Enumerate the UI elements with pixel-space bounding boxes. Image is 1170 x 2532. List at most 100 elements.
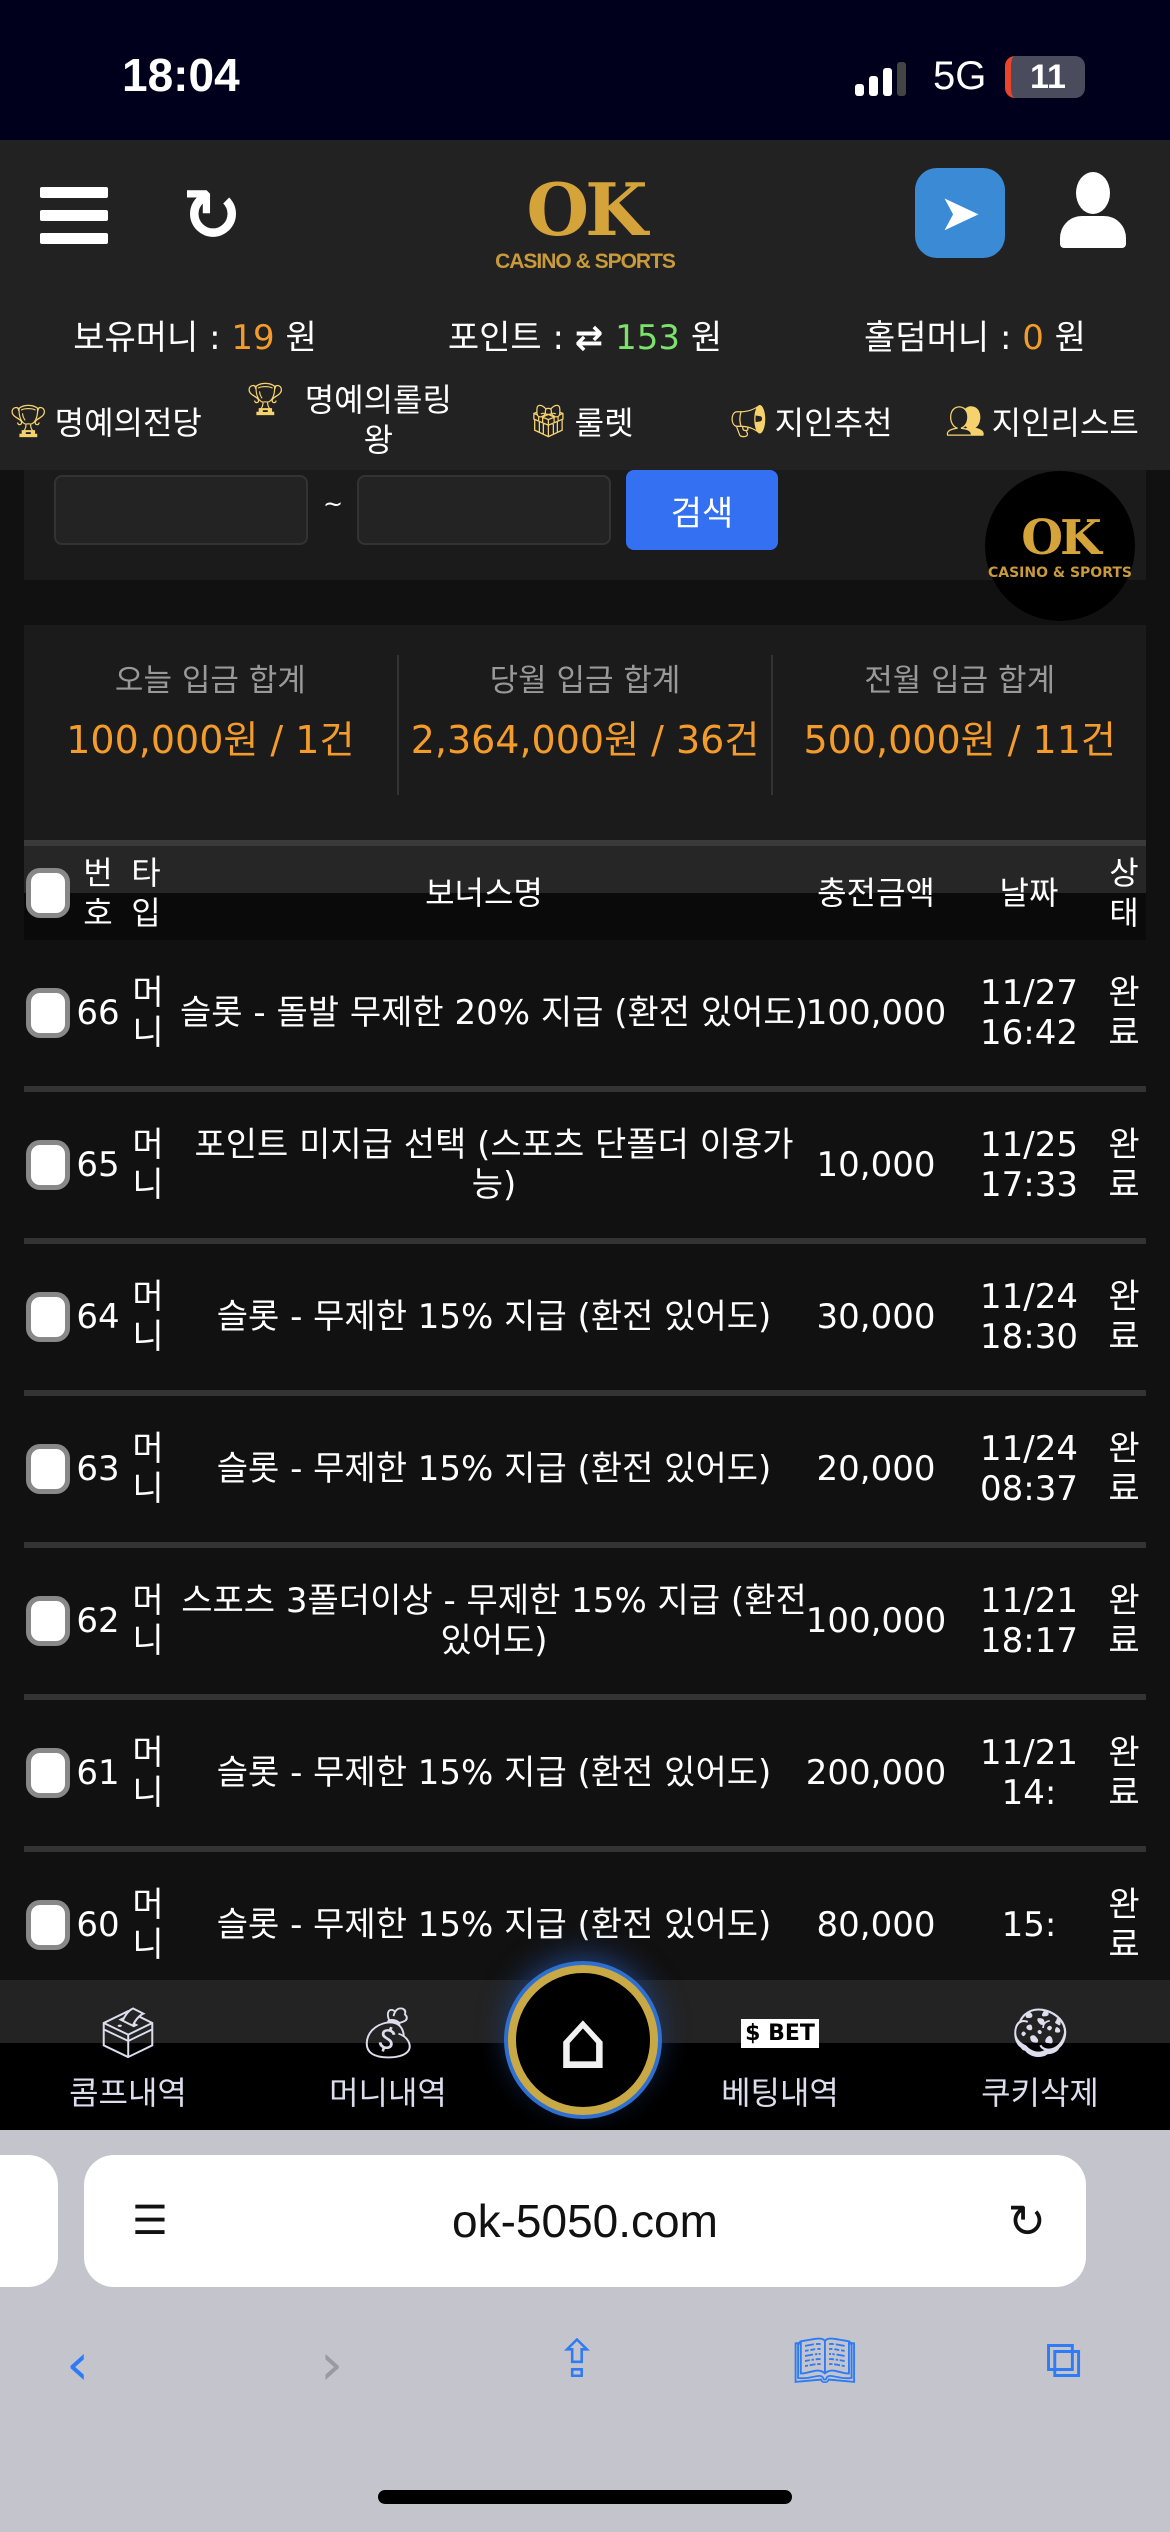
floating-logo-button[interactable]: OK CASINO & SPORTS <box>985 471 1135 621</box>
gift-icon: 🎁︎ <box>528 402 569 440</box>
menu-referral-list[interactable]: 👥︎ 지인리스트 <box>945 402 1139 442</box>
back-icon[interactable]: ‹ <box>66 2330 90 2398</box>
hamburger-menu-icon[interactable] <box>38 180 110 250</box>
row-type: 머니 <box>132 973 164 1053</box>
row-checkbox[interactable] <box>26 1596 70 1646</box>
tabs-icon[interactable]: ⧉ <box>1045 2330 1083 2390</box>
row-amount: 200,000 <box>805 1753 947 1793</box>
row-amount: 10,000 <box>816 1145 936 1185</box>
row-status: 완료 <box>1108 1581 1140 1661</box>
row-amount: 20,000 <box>816 1449 936 1489</box>
share-icon[interactable]: ⇪ <box>555 2330 599 2390</box>
row-amount: 100,000 <box>805 993 947 1033</box>
battery-icon: 11 <box>1005 56 1085 98</box>
row-type: 머니 <box>132 1277 164 1357</box>
row-date: 11/21 18:17 <box>980 1581 1078 1661</box>
nav-delete-cookies[interactable]: 🍪︎ 쿠키삭제 <box>940 1998 1140 2114</box>
row-status: 완료 <box>1108 1733 1140 1813</box>
row-type: 머니 <box>132 1581 164 1661</box>
deposit-summary: 오늘 입금 합계 100,000원 / 1건 당월 입금 합계 2,364,000원… <box>24 625 1146 840</box>
row-amount: 80,000 <box>816 1905 936 1945</box>
table-row: 62 머니 스포츠 3폴더이상 - 무제한 15% 지급 (환전 있어도) 10… <box>24 1548 1146 1700</box>
menu-roulette[interactable]: 🎁︎ 룰렛 <box>528 402 634 442</box>
row-status: 완료 <box>1108 973 1140 1053</box>
row-amount: 30,000 <box>816 1297 936 1337</box>
select-all-checkbox[interactable] <box>26 868 70 918</box>
range-separator: ~ <box>323 490 344 518</box>
row-type: 머니 <box>132 1885 164 1965</box>
menu-rolling-king[interactable]: 🏆︎ 명예의롤링왕 <box>245 380 452 459</box>
home-indicator <box>378 2490 792 2504</box>
trophy-icon: 🏆︎ <box>8 402 49 440</box>
row-bonus-name: 슬롯 - 무제한 15% 지급 (환전 있어도) <box>216 1905 772 1945</box>
summary-last-month: 전월 입금 합계 500,000원 / 11건 <box>803 663 1116 762</box>
search-button[interactable]: 검색 <box>626 470 778 550</box>
table-row: 64 머니 슬롯 - 무제한 15% 지급 (환전 있어도) 30,000 11… <box>24 1244 1146 1396</box>
megaphone-icon: 📢︎ <box>728 402 769 440</box>
menu-hall-of-fame[interactable]: 🏆︎ 명예의전당 <box>8 402 202 442</box>
row-status: 완료 <box>1108 1277 1140 1357</box>
row-checkbox[interactable] <box>26 988 70 1038</box>
row-number: 61 <box>76 1753 120 1793</box>
nav-comp-history[interactable]: 🗳︎ 콤프내역 <box>28 1998 228 2114</box>
table-row: 61 머니 슬롯 - 무제한 15% 지급 (환전 있어도) 200,000 1… <box>24 1700 1146 1852</box>
row-checkbox[interactable] <box>26 1900 70 1950</box>
balance-bar: 보유머니 : 19 원 포인트 : ⇄ 153 원 홀덤머니 : 0 원 <box>0 310 1170 359</box>
bet-slip-icon: $ BET <box>680 1998 880 2068</box>
browser-toolbar: ☰ ok-5050.com ↻ ‹ › ⇪ 📖︎ ⧉ <box>0 2130 1170 2532</box>
row-checkbox[interactable] <box>26 1444 70 1494</box>
exchange-icon[interactable]: ⇄ <box>574 318 616 358</box>
site-header: ↻ OK CASINO & SPORTS ➤ 보유머니 : 19 원 포인트 :… <box>0 140 1170 470</box>
user-icon[interactable] <box>1058 170 1128 250</box>
previous-tab-preview[interactable] <box>0 2155 58 2287</box>
row-date: 11/27 16:42 <box>980 973 1078 1053</box>
start-date-input[interactable] <box>54 475 308 545</box>
row-number: 63 <box>76 1449 120 1489</box>
row-date: 11/24 08:37 <box>980 1429 1078 1509</box>
row-status: 완료 <box>1108 1125 1140 1205</box>
row-number: 60 <box>76 1905 120 1945</box>
telegram-icon[interactable]: ➤ <box>915 168 1005 258</box>
money-bag-icon: 💰︎ <box>356 2003 420 2062</box>
row-date: 15: <box>1001 1905 1057 1945</box>
signal-icon <box>855 62 906 96</box>
row-date: 11/21 14: <box>980 1733 1078 1813</box>
home-icon: ⌂ <box>557 1993 609 2087</box>
row-checkbox[interactable] <box>26 1292 70 1342</box>
network-label: 5G <box>933 54 987 98</box>
menu-referral[interactable]: 📢︎ 지인추천 <box>728 402 893 442</box>
row-status: 완료 <box>1108 1885 1140 1965</box>
reader-icon[interactable]: ☰ <box>132 2199 168 2243</box>
trophy-icon: 🏆︎ <box>245 380 286 418</box>
row-checkbox[interactable] <box>26 1140 70 1190</box>
balance-money: 보유머니 : 19 원 <box>73 318 317 358</box>
row-date: 11/24 18:30 <box>980 1277 1078 1357</box>
address-bar[interactable]: ☰ ok-5050.com ↻ <box>84 2155 1086 2287</box>
refresh-icon[interactable]: ↻ <box>181 173 243 257</box>
table-row: 65 머니 포인트 미지급 선택 (스포츠 단폴더 이용가능) 10,000 1… <box>24 1092 1146 1244</box>
row-bonus-name: 슬롯 - 무제한 15% 지급 (환전 있어도) <box>216 1297 772 1337</box>
end-date-input[interactable] <box>357 475 611 545</box>
row-status: 완료 <box>1108 1429 1140 1509</box>
table-row: 63 머니 슬롯 - 무제한 15% 지급 (환전 있어도) 20,000 11… <box>24 1396 1146 1548</box>
clock: 18:04 <box>122 49 240 101</box>
bookmarks-icon[interactable]: 📖︎ <box>792 2331 859 2391</box>
forward-icon[interactable]: › <box>320 2330 344 2398</box>
reload-icon[interactable]: ↻ <box>1007 2195 1046 2247</box>
summary-this-month: 당월 입금 합계 2,364,000원 / 36건 <box>399 655 774 795</box>
row-number: 62 <box>76 1601 120 1641</box>
balance-points[interactable]: 포인트 : ⇄ 153 원 <box>447 318 723 358</box>
site-logo[interactable]: OK CASINO & SPORTS <box>495 167 676 274</box>
vote-box-icon: 🗳︎ <box>96 2003 160 2062</box>
row-bonus-name: 포인트 미지급 선택 (스포츠 단폴더 이용가능) <box>194 1125 794 1205</box>
url-text: ok-5050.com <box>452 2195 718 2247</box>
row-bonus-name: 스포츠 3폴더이상 - 무제한 15% 지급 (환전 있어도) <box>181 1581 807 1661</box>
table-header: 번호 타입 보너스명 충전금액 날짜 상태 <box>24 840 1146 940</box>
row-checkbox[interactable] <box>26 1748 70 1798</box>
row-number: 64 <box>76 1297 120 1337</box>
table-row: 60 머니 슬롯 - 무제한 15% 지급 (환전 있어도) 80,000 15… <box>24 1852 1146 2004</box>
home-button[interactable]: ⌂ <box>508 1965 658 2115</box>
nav-bet-history[interactable]: $ BET 베팅내역 <box>680 1998 880 2114</box>
cookie-icon: 🍪︎ <box>1008 2003 1072 2062</box>
nav-money-history[interactable]: 💰︎ 머니내역 <box>288 1998 488 2114</box>
